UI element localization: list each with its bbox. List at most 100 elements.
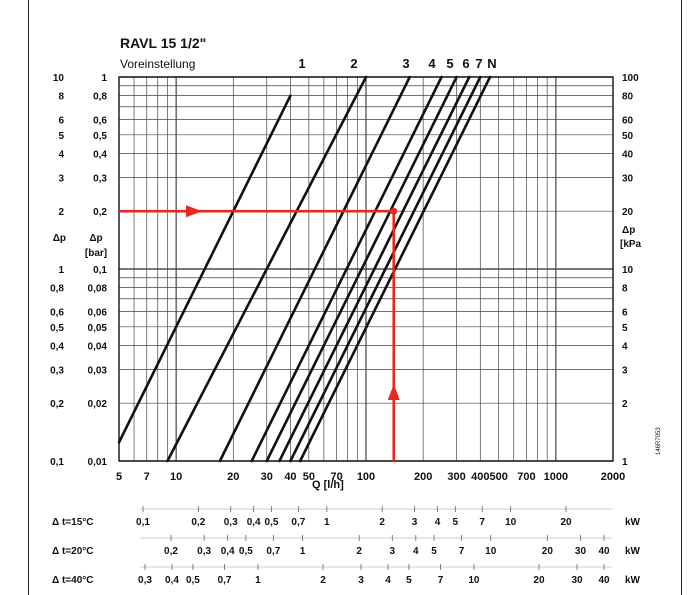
y-tick-label-right: 2 bbox=[622, 399, 628, 410]
x-tick-label: 2000 bbox=[601, 471, 625, 483]
y-tick-label-inner: 0,05 bbox=[88, 323, 108, 334]
power-scale-tick-label: 0,4 bbox=[221, 546, 235, 557]
y-tick-label-inner: 0,03 bbox=[88, 365, 108, 376]
power-scale-tick-label: 0,3 bbox=[224, 517, 238, 528]
y-tick-label-right: 8 bbox=[622, 284, 628, 295]
x-tick-label: 700 bbox=[517, 471, 535, 483]
y-tick-label-right: 4 bbox=[622, 341, 628, 352]
y-tick-label-right: 5 bbox=[622, 323, 628, 334]
power-scale-tick-label: 0,4 bbox=[165, 575, 179, 586]
y-tick-label-inner: 0,8 bbox=[93, 92, 107, 103]
power-scale-tick-label: 0,2 bbox=[191, 517, 205, 528]
power-scale-tick-label: 40 bbox=[598, 575, 610, 586]
curve-6 bbox=[278, 75, 471, 463]
curve-1 bbox=[117, 94, 292, 444]
example-arrow-up bbox=[387, 384, 400, 400]
y-tick-label-right: 1 bbox=[622, 457, 628, 468]
x-tick-label: 20 bbox=[227, 471, 239, 483]
power-scale-tick-label: 3 bbox=[390, 546, 396, 557]
power-scale-tick-label: 0,7 bbox=[266, 546, 280, 557]
power-scale-tick-label: 0,2 bbox=[164, 546, 178, 557]
curve-label-1: 1 bbox=[298, 56, 305, 71]
power-scale-tick-label: 0,7 bbox=[291, 517, 305, 528]
watermark-code: 146R7053 bbox=[656, 427, 662, 455]
curve-label-7: 7 bbox=[475, 56, 482, 71]
y-axis-label-inner: Δp bbox=[89, 233, 102, 244]
y-tick-label-inner: 0,08 bbox=[88, 284, 108, 295]
power-scale-tick-label: 1 bbox=[300, 546, 306, 557]
power-scale-tick-label: 0,5 bbox=[186, 575, 200, 586]
y-tick-label-inner: 0,04 bbox=[88, 341, 108, 352]
y-axis-label-right: Δp bbox=[622, 225, 635, 236]
power-scale-tick-label: 7 bbox=[479, 517, 485, 528]
y-axis-label-outer: Δp bbox=[53, 233, 66, 244]
power-scale-unit: kW bbox=[625, 575, 641, 586]
x-tick-label: 200 bbox=[414, 471, 432, 483]
curve-7 bbox=[289, 75, 482, 463]
x-axis-label: Q [l/h] bbox=[312, 479, 344, 491]
y-tick-label-inner: 0,01 bbox=[88, 457, 108, 468]
tick-labels: 5 7 10 20 30 40 50 70 100 200 300 400 500 700 1000 2000… bbox=[50, 73, 639, 483]
power-scale-unit: kW bbox=[625, 517, 641, 528]
curve-label-N: N bbox=[487, 56, 496, 71]
power-scales: Δ t=15°C 0,1 0,2 0,3 0,4 0,5 0,7 1 2 3 4 5 7 10 20 kW Δ … bbox=[52, 506, 641, 586]
power-scale-tick-label: 10 bbox=[505, 517, 517, 528]
power-scale-tick-label: 20 bbox=[533, 575, 545, 586]
y-tick-label-right: 50 bbox=[622, 131, 634, 142]
power-scale-tick-label: 2 bbox=[320, 575, 326, 586]
grid bbox=[118, 76, 614, 462]
y-tick-label-right: 40 bbox=[622, 149, 634, 160]
y-tick-label-outer: 8 bbox=[58, 92, 64, 103]
power-scale-tick-label: 5 bbox=[453, 517, 459, 528]
x-tick-label: 500 bbox=[490, 471, 508, 483]
example-path bbox=[119, 205, 400, 461]
y-tick-label-outer: 0,6 bbox=[50, 308, 64, 319]
y-axis-unit-inner: [bar] bbox=[85, 248, 107, 259]
y-tick-label-inner: 0,6 bbox=[93, 116, 107, 127]
power-scale-tick-label: 0,1 bbox=[136, 517, 150, 528]
y-tick-label-outer: 0,2 bbox=[50, 399, 64, 410]
power-scale-tick-label: 2 bbox=[379, 517, 385, 528]
x-tick-label: 30 bbox=[261, 471, 273, 483]
example-point bbox=[390, 207, 398, 215]
y-tick-label-outer: 1 bbox=[58, 265, 64, 276]
y-tick-label-right: 3 bbox=[622, 365, 628, 376]
y-tick-label-inner: 0,2 bbox=[93, 207, 107, 218]
power-scale-tick-label: 0,5 bbox=[265, 517, 279, 528]
power-scale-unit: kW bbox=[625, 546, 641, 557]
power-scale-tick-label: 3 bbox=[412, 517, 418, 528]
curve-label-3: 3 bbox=[402, 56, 409, 71]
power-scale-tick-label: 0,5 bbox=[239, 546, 253, 557]
y-tick-label-outer: 3 bbox=[58, 173, 64, 184]
power-scale-tick-label: 0,4 bbox=[247, 517, 261, 528]
y-tick-label-inner: 0,3 bbox=[93, 173, 107, 184]
y-tick-label-right: 30 bbox=[622, 173, 634, 184]
x-tick-label: 300 bbox=[447, 471, 465, 483]
x-tick-label: 100 bbox=[357, 471, 375, 483]
y-tick-label-inner: 0,02 bbox=[88, 399, 108, 410]
example-arrow-right bbox=[186, 205, 202, 218]
curve-5 bbox=[265, 75, 458, 463]
power-scale-tick-label: 4 bbox=[435, 517, 441, 528]
power-scale-tick-label: 30 bbox=[571, 575, 583, 586]
y-axis-unit-right: [kPa bbox=[620, 239, 642, 250]
y-tick-label-right: 10 bbox=[622, 265, 634, 276]
y-tick-label-inner: 0,5 bbox=[93, 131, 107, 142]
power-scale-tick-label: 10 bbox=[468, 575, 480, 586]
x-tick-label: 10 bbox=[170, 471, 182, 483]
chart-frame bbox=[28, 0, 682, 595]
power-scale-tick-label: 4 bbox=[413, 546, 419, 557]
curve-4 bbox=[250, 75, 443, 463]
chart-subtitle: Voreinstellung bbox=[120, 57, 195, 71]
curve-2 bbox=[166, 75, 368, 463]
power-scale-tick-label: 20 bbox=[560, 517, 572, 528]
curve-N bbox=[298, 75, 492, 463]
y-tick-label-right: 100 bbox=[622, 73, 639, 84]
power-scale-tick-label: 10 bbox=[485, 546, 497, 557]
power-scale-tick-label: 0,3 bbox=[197, 546, 211, 557]
y-tick-label-inner: 0,06 bbox=[88, 308, 108, 319]
x-tick-label: 1000 bbox=[544, 471, 568, 483]
y-tick-label-outer: 0,8 bbox=[50, 284, 64, 295]
y-tick-label-outer: 0,4 bbox=[50, 341, 64, 352]
